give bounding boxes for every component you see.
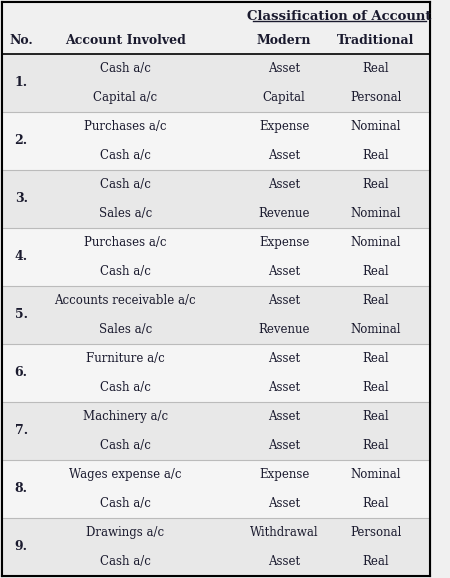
FancyBboxPatch shape (2, 2, 429, 576)
Text: Machinery a/c: Machinery a/c (83, 410, 168, 423)
FancyBboxPatch shape (2, 54, 429, 112)
Text: Nominal: Nominal (351, 468, 401, 481)
Text: Real: Real (362, 265, 389, 278)
Text: Accounts receivable a/c: Accounts receivable a/c (54, 294, 196, 307)
Text: Asset: Asset (268, 381, 300, 394)
Text: 7.: 7. (14, 424, 28, 438)
Text: Traditional: Traditional (337, 34, 414, 46)
Text: 2.: 2. (14, 135, 28, 147)
Text: Purchases a/c: Purchases a/c (84, 120, 166, 133)
Text: Cash a/c: Cash a/c (100, 178, 151, 191)
Text: Asset: Asset (268, 410, 300, 423)
Text: Real: Real (362, 381, 389, 394)
Text: Cash a/c: Cash a/c (100, 497, 151, 510)
Text: Personal: Personal (350, 526, 401, 539)
Text: Cash a/c: Cash a/c (100, 62, 151, 75)
Text: Asset: Asset (268, 352, 300, 365)
Text: Cash a/c: Cash a/c (100, 555, 151, 568)
Text: Nominal: Nominal (351, 120, 401, 133)
Text: Real: Real (362, 352, 389, 365)
Text: Asset: Asset (268, 439, 300, 452)
Text: Nominal: Nominal (351, 236, 401, 249)
Text: Asset: Asset (268, 62, 300, 75)
FancyBboxPatch shape (2, 228, 429, 286)
Text: Account Involved: Account Involved (65, 34, 186, 46)
Text: Revenue: Revenue (258, 207, 310, 220)
Text: Classification of Account: Classification of Account (248, 9, 432, 23)
Text: 5.: 5. (15, 309, 28, 321)
Text: Asset: Asset (268, 149, 300, 162)
Text: Expense: Expense (259, 468, 309, 481)
Text: Real: Real (362, 62, 389, 75)
Text: Real: Real (362, 555, 389, 568)
FancyBboxPatch shape (2, 112, 429, 170)
Text: Real: Real (362, 178, 389, 191)
Text: Purchases a/c: Purchases a/c (84, 236, 166, 249)
Text: Asset: Asset (268, 178, 300, 191)
Text: Cash a/c: Cash a/c (100, 265, 151, 278)
Text: Furniture a/c: Furniture a/c (86, 352, 165, 365)
Text: Asset: Asset (268, 294, 300, 307)
Text: Personal: Personal (350, 91, 401, 104)
FancyBboxPatch shape (2, 286, 429, 344)
Text: Capital: Capital (263, 91, 306, 104)
Text: 4.: 4. (14, 250, 28, 264)
Text: Expense: Expense (259, 120, 309, 133)
Text: Real: Real (362, 410, 389, 423)
Text: Cash a/c: Cash a/c (100, 149, 151, 162)
Text: 1.: 1. (14, 76, 28, 90)
Text: No.: No. (9, 34, 33, 46)
Text: Nominal: Nominal (351, 323, 401, 336)
Text: Sales a/c: Sales a/c (99, 323, 152, 336)
Text: Wages expense a/c: Wages expense a/c (69, 468, 181, 481)
Text: Expense: Expense (259, 236, 309, 249)
Text: 6.: 6. (15, 366, 28, 380)
Text: Real: Real (362, 149, 389, 162)
FancyBboxPatch shape (2, 2, 429, 54)
Text: 9.: 9. (15, 540, 28, 554)
FancyBboxPatch shape (2, 518, 429, 576)
Text: Real: Real (362, 294, 389, 307)
Text: Withdrawal: Withdrawal (250, 526, 319, 539)
FancyBboxPatch shape (2, 170, 429, 228)
Text: Drawings a/c: Drawings a/c (86, 526, 164, 539)
Text: 3.: 3. (15, 192, 28, 206)
Text: Cash a/c: Cash a/c (100, 439, 151, 452)
Text: Capital a/c: Capital a/c (93, 91, 157, 104)
Text: 8.: 8. (15, 483, 28, 495)
FancyBboxPatch shape (2, 402, 429, 460)
Text: Real: Real (362, 439, 389, 452)
Text: Real: Real (362, 497, 389, 510)
Text: Cash a/c: Cash a/c (100, 381, 151, 394)
Text: Nominal: Nominal (351, 207, 401, 220)
Text: Asset: Asset (268, 265, 300, 278)
Text: Asset: Asset (268, 497, 300, 510)
Text: Asset: Asset (268, 555, 300, 568)
FancyBboxPatch shape (2, 344, 429, 402)
Text: Modern: Modern (257, 34, 311, 46)
FancyBboxPatch shape (2, 460, 429, 518)
Text: Sales a/c: Sales a/c (99, 207, 152, 220)
Text: Revenue: Revenue (258, 323, 310, 336)
